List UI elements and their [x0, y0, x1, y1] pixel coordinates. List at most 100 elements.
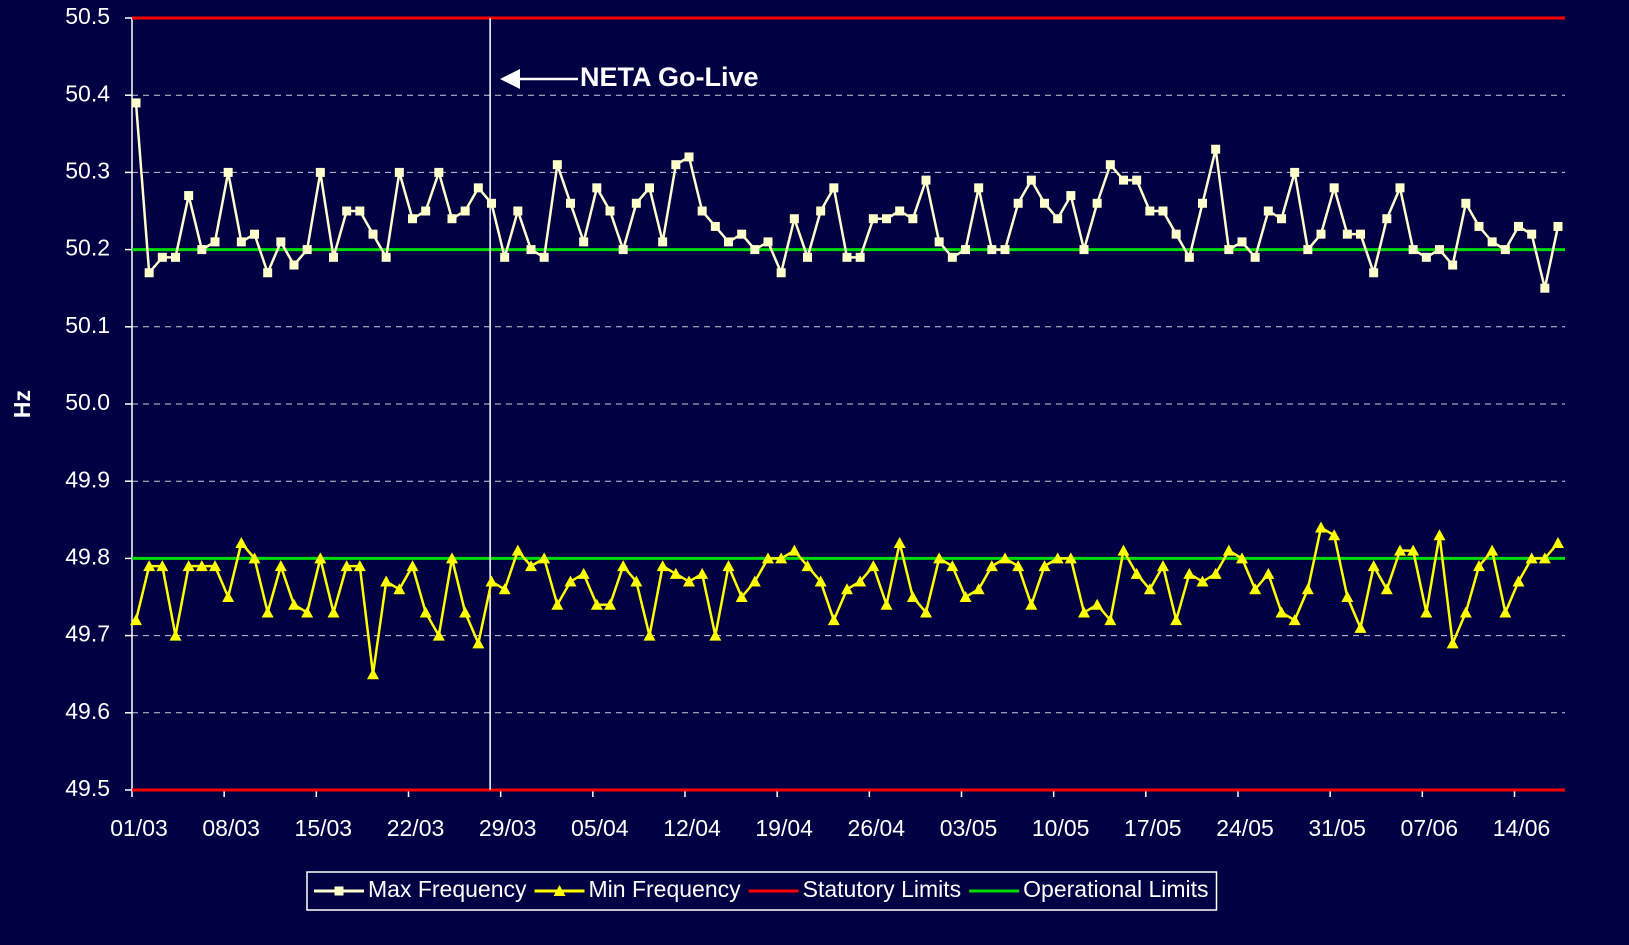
- data-point: [1301, 583, 1314, 595]
- data-point: [1354, 621, 1367, 633]
- data-point: [460, 206, 470, 216]
- x-tick-label: 15/03: [295, 815, 353, 841]
- data-point: [617, 560, 630, 572]
- data-point: [1091, 598, 1104, 610]
- data-point: [631, 198, 641, 208]
- data-point: [1119, 175, 1128, 185]
- data-point: [182, 560, 195, 572]
- data-point: [683, 575, 695, 587]
- data-point: [498, 583, 511, 595]
- data-point: [1328, 529, 1341, 541]
- data-point: [1474, 221, 1484, 231]
- data-point: [248, 552, 261, 564]
- data-point: [1421, 252, 1431, 262]
- data-point: [854, 575, 867, 587]
- data-point: [933, 552, 946, 564]
- data-point: [645, 183, 654, 193]
- legend-label: Statutory Limits: [803, 876, 962, 902]
- data-point: [1500, 245, 1510, 255]
- data-point: [1171, 229, 1181, 239]
- data-point: [289, 260, 299, 270]
- data-point: [696, 567, 709, 579]
- data-point: [842, 252, 852, 262]
- x-tick-label: 03/05: [940, 815, 998, 841]
- data-point: [1184, 252, 1194, 262]
- data-point: [1263, 206, 1273, 216]
- data-point: [485, 575, 498, 587]
- data-point: [590, 598, 603, 610]
- data-point: [763, 237, 773, 247]
- data-point: [432, 629, 445, 641]
- data-point: [801, 560, 814, 572]
- data-point: [302, 245, 312, 255]
- data-point: [748, 575, 761, 587]
- data-point: [775, 552, 788, 564]
- legend-marker: [553, 885, 566, 896]
- data-point: [947, 252, 957, 262]
- y-tick-label: 49.5: [65, 775, 110, 801]
- data-point: [459, 606, 472, 618]
- data-point: [669, 567, 682, 579]
- data-point: [921, 175, 931, 185]
- data-point: [131, 98, 141, 108]
- data-point: [169, 629, 182, 641]
- data-point: [1237, 237, 1247, 247]
- x-tick-label: 17/05: [1124, 815, 1182, 841]
- y-tick-label: 49.9: [65, 466, 110, 492]
- data-point: [1341, 591, 1354, 602]
- data-point: [1079, 245, 1089, 255]
- data-point: [776, 268, 786, 278]
- data-point: [393, 583, 406, 595]
- data-point: [1380, 583, 1393, 595]
- data-point: [263, 268, 273, 278]
- data-point: [380, 575, 393, 587]
- data-point: [276, 237, 286, 247]
- data-point: [1130, 567, 1143, 579]
- data-point: [368, 229, 378, 239]
- data-point: [643, 629, 656, 641]
- data-point: [789, 214, 799, 224]
- data-point: [314, 552, 327, 564]
- data-point: [222, 591, 235, 602]
- data-point: [1275, 606, 1288, 618]
- data-point: [1527, 229, 1537, 239]
- data-point: [722, 560, 735, 572]
- data-point: [1303, 245, 1313, 255]
- data-point: [355, 206, 365, 216]
- legend: [306, 871, 1218, 911]
- data-point: [750, 245, 760, 255]
- y-tick-label: 50.2: [65, 235, 110, 261]
- data-point: [566, 198, 575, 208]
- data-point: [235, 536, 248, 548]
- data-point: [327, 606, 340, 618]
- data-point: [446, 552, 458, 564]
- data-point: [893, 536, 906, 548]
- data-point: [816, 206, 826, 216]
- data-point: [1395, 183, 1405, 193]
- data-point: [1064, 552, 1077, 564]
- data-point: [1209, 567, 1222, 579]
- data-point: [788, 544, 801, 556]
- data-point: [1420, 606, 1433, 618]
- data-point: [827, 614, 840, 626]
- data-point: [1525, 552, 1538, 564]
- data-point: [513, 206, 523, 216]
- data-point: [1315, 521, 1327, 533]
- data-point: [1459, 606, 1472, 618]
- data-point: [434, 167, 444, 177]
- data-point: [195, 560, 208, 572]
- data-point: [855, 252, 865, 262]
- data-point: [762, 552, 774, 564]
- data-point: [803, 252, 812, 262]
- data-point: [1382, 214, 1392, 224]
- data-point: [895, 206, 905, 216]
- data-point: [658, 237, 668, 247]
- data-point: [1145, 206, 1155, 216]
- y-tick-label: 50.1: [65, 312, 110, 338]
- y-axis-label: Hz: [9, 390, 35, 418]
- y-tick-label: 49.6: [65, 698, 110, 724]
- data-point: [1038, 560, 1051, 572]
- data-point: [171, 252, 180, 262]
- data-point: [1329, 183, 1339, 193]
